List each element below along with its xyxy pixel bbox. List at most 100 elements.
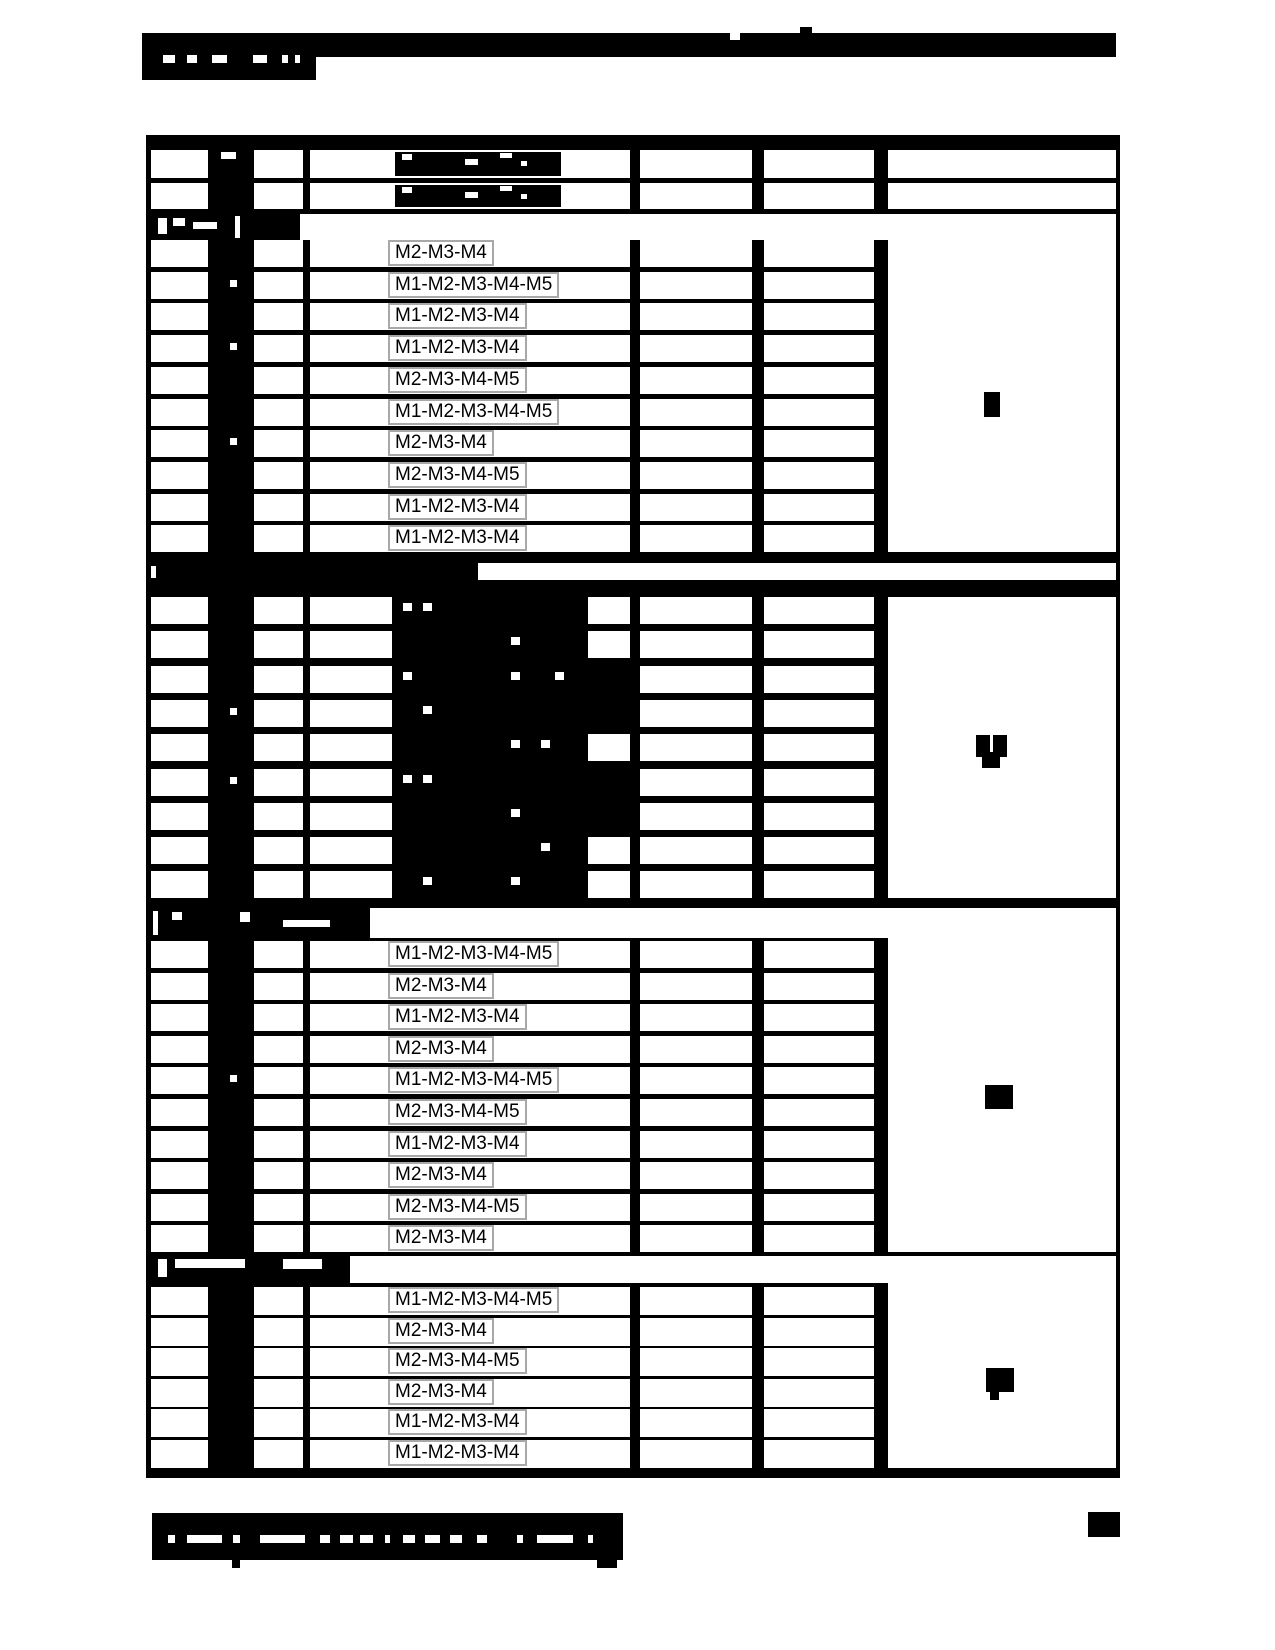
footnote-word-gap (187, 1535, 222, 1543)
table-row-cell (764, 597, 874, 624)
module-sequence-label: M1-M2-M3-M4-M5 (388, 272, 560, 298)
table-row-cell (640, 367, 752, 394)
redacted-word-gap (423, 775, 432, 783)
table-row-cell (764, 1099, 874, 1126)
footnote-word-gap (340, 1535, 353, 1543)
table-row-cell (640, 1225, 752, 1252)
module-sequence-label: M2-M3-M4 (388, 1225, 494, 1251)
redacted-word-gap (511, 740, 520, 748)
table-row-cell (254, 631, 303, 658)
table-row-cell (764, 1162, 874, 1189)
table-row-cell (640, 1318, 752, 1346)
table-row-cell (254, 1318, 303, 1346)
table-row-cell (764, 1036, 874, 1063)
page-corner-redaction-mark (1088, 1512, 1120, 1537)
table-row-cell (151, 1131, 208, 1158)
table-row-cell (764, 973, 874, 1000)
footnote-word-gap (477, 1535, 487, 1543)
footnote-word-gap (588, 1535, 593, 1543)
table-row-cell (254, 1379, 303, 1407)
footnote-descender (608, 1560, 617, 1567)
header-word-gap (402, 154, 412, 160)
header-word-gap (521, 161, 527, 166)
table-row-cell (254, 1099, 303, 1126)
table-row-cell (764, 803, 874, 830)
table-row-cell (151, 1225, 208, 1252)
table-row-cell (640, 597, 752, 624)
module-sequence-label: M1-M2-M3-M4 (388, 1440, 527, 1466)
table-row-cell (640, 1004, 752, 1031)
footnote-word-gap (403, 1535, 415, 1543)
table-row-cell (151, 1440, 208, 1468)
table-row-cell (254, 1131, 303, 1158)
redaction-mark (986, 1368, 1014, 1392)
table-row-cell (254, 462, 303, 489)
section-title-word-gap (158, 218, 167, 234)
table-row-cell (640, 803, 752, 830)
table-row-cell (151, 631, 208, 658)
table-row-cell (254, 1225, 303, 1252)
redacted-word-gap (511, 809, 520, 817)
module-cell-left (310, 700, 392, 727)
module-sequence-label: M1-M2-M3-M4-M5 (388, 941, 560, 967)
module-cell-left (310, 837, 392, 864)
table-row-cell (151, 1194, 208, 1221)
table-row-cell (764, 666, 874, 693)
table-row-cell (764, 1318, 874, 1346)
table-row-cell (764, 871, 874, 898)
table-row-cell (254, 1004, 303, 1031)
module-cell-right (588, 871, 630, 898)
module-sequence-label: M1-M2-M3-M4 (388, 1004, 527, 1030)
header-cell (151, 150, 208, 178)
table-row-cell (151, 837, 208, 864)
table-row-cell (764, 399, 874, 426)
module-sequence-label: M2-M3-M4 (388, 240, 494, 266)
title-word-gap (253, 55, 267, 63)
table-row-cell (254, 1409, 303, 1437)
table-row-cell (764, 1379, 874, 1407)
table-row-cell (151, 399, 208, 426)
table-row-cell (640, 335, 752, 362)
table-row-cell (151, 941, 208, 968)
header-word-gap (221, 152, 236, 159)
table-row-cell (640, 399, 752, 426)
table-row-cell (764, 700, 874, 727)
module-sequence-label: M1-M2-M3-M4-M5 (388, 399, 560, 425)
footnote-word-gap (517, 1535, 523, 1543)
title-word-gap (163, 55, 175, 63)
table-row-cell (640, 1194, 752, 1221)
table-row-cell (151, 240, 208, 267)
header-word-gap (500, 186, 512, 191)
table-row-cell (764, 272, 874, 299)
table-row-cell (254, 941, 303, 968)
table-row-cell (151, 700, 208, 727)
table-row-cell (640, 666, 752, 693)
table-row-cell (151, 1036, 208, 1063)
section-title-word-gap (151, 566, 156, 578)
header-cell (888, 183, 1116, 209)
table-row-cell (764, 1131, 874, 1158)
table-row-cell (640, 240, 752, 267)
table-row-cell (640, 973, 752, 1000)
redaction-mark (985, 1085, 1013, 1109)
table-row-cell (151, 973, 208, 1000)
table-row-cell (254, 700, 303, 727)
table-row-cell (254, 303, 303, 330)
redacted-word-gap (423, 877, 432, 885)
header-cell (888, 150, 1116, 178)
footnote-descender (232, 1560, 240, 1568)
table-row-cell (764, 1004, 874, 1031)
module-sequence-label: M2-M3-M4-M5 (388, 462, 527, 488)
table-row-cell (254, 1067, 303, 1094)
table-row-cell (764, 1225, 874, 1252)
table-row-cell (151, 1409, 208, 1437)
title-stray-mark (800, 27, 812, 33)
table-row-cell (640, 1379, 752, 1407)
section-title-word-gap (235, 216, 240, 238)
module-cell-left (310, 803, 392, 830)
header-word-gap (500, 153, 512, 158)
header-cell (764, 150, 874, 178)
table-row-cell (254, 240, 303, 267)
table-row-cell (764, 631, 874, 658)
